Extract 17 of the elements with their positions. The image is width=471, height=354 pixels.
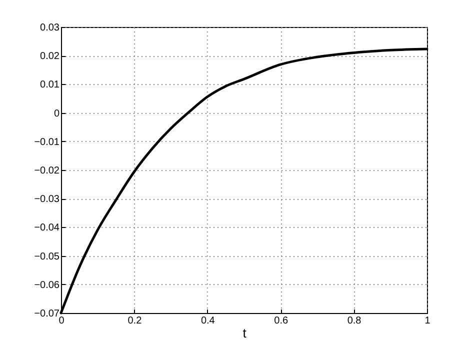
y-tick-label: 0 [54,108,60,120]
y-tick-label: −0.04 [34,222,60,234]
y-tick-label: 0.02 [40,51,60,62]
x-tick-label: 0.8 [347,316,362,326]
y-tick-label: −0.05 [34,251,60,262]
x-axis-title: t [242,326,247,340]
y-tick-label: 0.01 [40,80,60,91]
x-tick-label: 0.6 [274,316,288,326]
y-tick-label: −0.01 [34,136,60,148]
x-tick-label: 0.4 [200,316,216,326]
y-tick-label: −0.07 [34,308,60,320]
x-tick-label: 0.2 [128,316,142,326]
y-tick-label: −0.06 [34,280,60,291]
y-tick-label: −0.02 [34,166,60,176]
y-tick-label: 0.03 [40,22,60,34]
y-tick-label: −0.03 [34,194,60,206]
x-tick-label: 1 [424,316,431,326]
